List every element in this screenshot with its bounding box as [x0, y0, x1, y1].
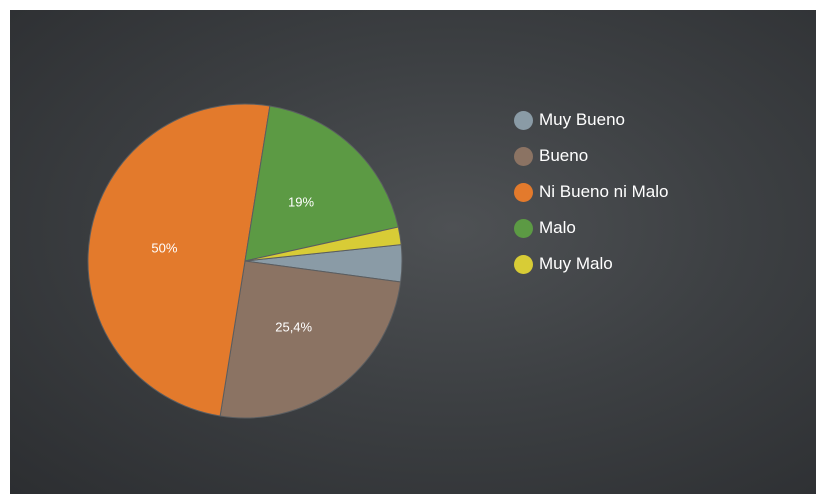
chart-panel: 25,4% 50% 19% Muy Bueno Bueno Ni Bueno ni Ma… [10, 10, 816, 494]
legend: Muy Bueno Bueno Ni Bueno ni Malo Malo Muy Ma… [514, 102, 668, 282]
legend-item-muy-bueno: Muy Bueno [514, 102, 668, 138]
legend-label: Malo [539, 218, 576, 237]
slice-label-ni-bueno-ni-malo: 50% [151, 240, 178, 256]
legend-swatch [514, 218, 533, 238]
slice-label-malo: 19% [287, 194, 315, 210]
pie-chart [87, 103, 403, 419]
legend-label: Bueno [539, 146, 589, 165]
legend-item-malo: Malo [514, 210, 668, 246]
legend-swatch [514, 182, 533, 202]
legend-label: Muy Bueno [539, 110, 625, 129]
legend-item-muy-malo: Muy Malo [514, 246, 668, 282]
legend-label: Muy Malo [539, 254, 613, 273]
slice-label-bueno: 25,4% [275, 319, 313, 335]
legend-swatch [514, 254, 533, 274]
legend-item-ni-bueno-ni-malo: Ni Bueno ni Malo [514, 174, 668, 210]
legend-label: Ni Bueno ni Malo [539, 182, 669, 201]
pie-slice-muy-malo [244, 226, 402, 262]
legend-swatch [514, 110, 533, 130]
legend-swatch [514, 146, 533, 166]
pie-slice-bueno [219, 260, 402, 419]
pie-slice-ni-bueno-ni-malo [87, 103, 271, 417]
pie-slice-malo [244, 105, 399, 262]
legend-item-bueno: Bueno [514, 138, 668, 174]
